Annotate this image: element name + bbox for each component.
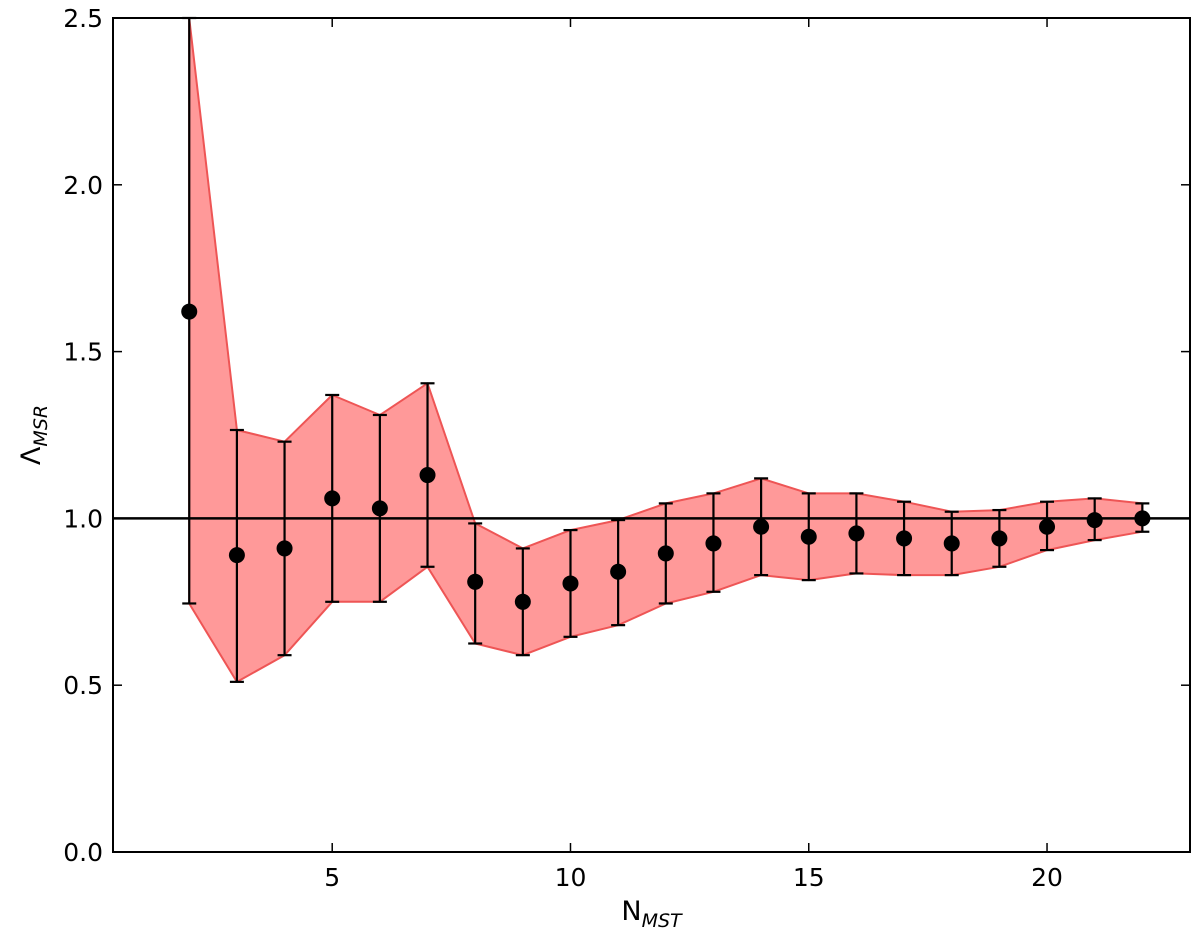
y-tick-label: 0.5: [63, 671, 103, 700]
x-tick-label: 5: [324, 863, 340, 892]
y-axis-label-sub: MSR: [30, 405, 52, 447]
data-point: [419, 467, 436, 484]
y-tick-label: 2.0: [63, 171, 103, 200]
data-point: [324, 490, 341, 507]
y-tick-label: 1.5: [63, 338, 103, 367]
y-tick-label: 1.0: [63, 504, 103, 533]
x-tick-label: 15: [793, 863, 825, 892]
data-point: [848, 525, 865, 542]
data-point: [467, 573, 484, 590]
y-tick-label: 0.0: [63, 838, 103, 867]
y-axis-label: ΛMSR: [16, 405, 52, 465]
data-point: [181, 303, 198, 320]
data-point: [896, 530, 913, 547]
data-point: [610, 563, 627, 580]
data-point: [753, 518, 770, 535]
data-point: [228, 547, 245, 564]
data-point: [1039, 518, 1056, 535]
data-point: [1086, 512, 1103, 529]
data-point: [705, 535, 722, 552]
x-axis-label: NMST: [621, 896, 683, 932]
x-axis-label-base: N: [621, 896, 641, 927]
data-point-layer: [181, 303, 1151, 610]
data-point: [276, 540, 293, 557]
plot-frame: [112, 17, 1191, 853]
y-tick-label: 2.5: [63, 4, 103, 33]
y-axis-label-base: Λ: [16, 446, 47, 465]
data-point: [657, 545, 674, 562]
axes: 5 10 15 20 0.0 0.5 1.0 1.5 2.0 2.5: [63, 4, 1191, 892]
data-point: [371, 500, 388, 517]
x-tick-label: 10: [555, 863, 587, 892]
x-tick-label: 20: [1031, 863, 1063, 892]
data-point: [943, 535, 960, 552]
data-point: [991, 530, 1008, 547]
data-point: [562, 575, 579, 592]
x-axis-label-sub: MST: [642, 910, 683, 932]
data-point: [1134, 510, 1151, 527]
data-point: [800, 528, 817, 545]
data-point: [514, 593, 531, 610]
